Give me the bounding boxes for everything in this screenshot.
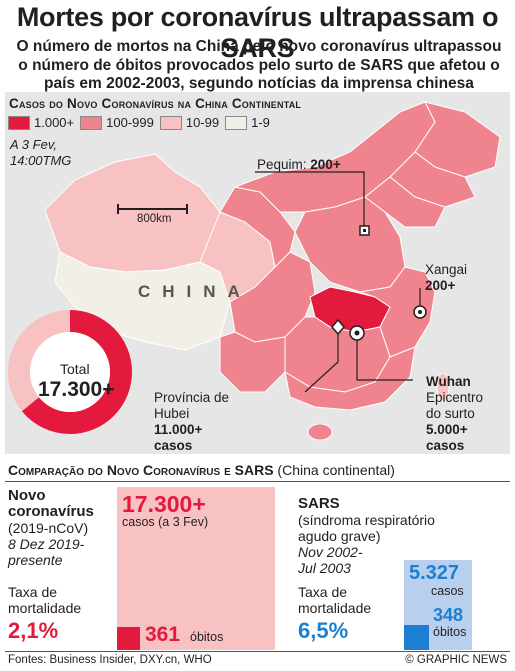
ncov-deaths-box [117, 627, 140, 650]
map-date: A 3 Fev, 14:00TMG [10, 137, 72, 168]
ncov-cases-value: 17.300+ [122, 491, 206, 517]
legend-swatch [8, 115, 30, 130]
country-label: CHINA [138, 282, 252, 301]
ncov-rate-label: Taxa de mortalidade [8, 584, 82, 616]
sars-cases-label: casos [431, 584, 464, 598]
region-south [284, 346, 416, 411]
comparison-heading: Comparação do Novo Coronavírus e SARS (C… [8, 462, 395, 478]
scale-label: 800km [137, 213, 172, 225]
china-map [5, 92, 510, 454]
total-donut-hubei-arc [8, 310, 132, 434]
legend-label: 10-99 [185, 115, 220, 130]
sars-rate-label: Taxa de mortalidade [298, 584, 372, 616]
legend-item-10: 10-99 [159, 114, 220, 131]
hubei-callout: Província de Hubei 11.000+ casos [154, 390, 230, 453]
map-heading: Casos do Novo Coronavírus na China Conti… [9, 96, 302, 111]
sars-deaths-label: óbitos [433, 625, 467, 639]
shanghai-callout: Xangai 200+ [425, 262, 468, 293]
sars-deaths-box [404, 625, 429, 650]
page-subtitle: O número de mortos na China pelo novo co… [16, 38, 502, 92]
ncov-deaths-label: óbitos [190, 630, 224, 644]
legend-label: 100-999 [106, 115, 154, 130]
region-east [359, 266, 436, 358]
region-taiwan [436, 372, 450, 402]
legend-swatch [225, 115, 248, 130]
legend-label: 1-9 [251, 115, 270, 130]
wuhan-callout: Wuhan Epicentro do surto 5.000+ casos [426, 374, 484, 453]
sars-description: SARS (síndroma respiratório agudo grave)… [298, 495, 435, 577]
sars-deaths-value: 348 [433, 605, 464, 625]
ncov-cases-box [117, 487, 275, 650]
map-panel [5, 92, 510, 454]
ncov-deaths-value: 361 [145, 623, 181, 646]
divider [5, 651, 510, 652]
ncov-mortality-rate: 2,1% [8, 618, 59, 643]
sars-cases-value: 5.327 [409, 562, 460, 584]
legend-item-100: 100-999 [80, 114, 154, 131]
legend-swatch [159, 115, 182, 130]
total-value: 17.300+ [38, 378, 115, 401]
legend-item-1000: 1.000+ [8, 114, 74, 131]
map-legend: 1.000+ 100-999 10-99 1-9 [8, 114, 270, 131]
sources: Fontes: Business Insider, DXY.cn, WHO [8, 654, 212, 666]
region-hainan [307, 423, 333, 441]
legend-item-1: 1-9 [225, 114, 270, 131]
ncov-description: Novo coronavírus (2019-nCoV) 8 Dez 2019-… [8, 487, 94, 569]
legend-label: 1.000+ [34, 115, 75, 130]
page-title: Mortes por coronavírus ultrapassam o SAR… [16, 2, 499, 63]
ncov-cases-label: casos (a 3 Fev) [122, 515, 209, 529]
sars-mortality-rate: 6,5% [298, 618, 349, 643]
credit: © GRAPHIC NEWS [405, 654, 507, 666]
divider [5, 481, 510, 482]
legend-swatch [80, 115, 103, 130]
beijing-callout: Pequim: 200+ [257, 157, 341, 172]
total-label: Total [60, 361, 90, 377]
